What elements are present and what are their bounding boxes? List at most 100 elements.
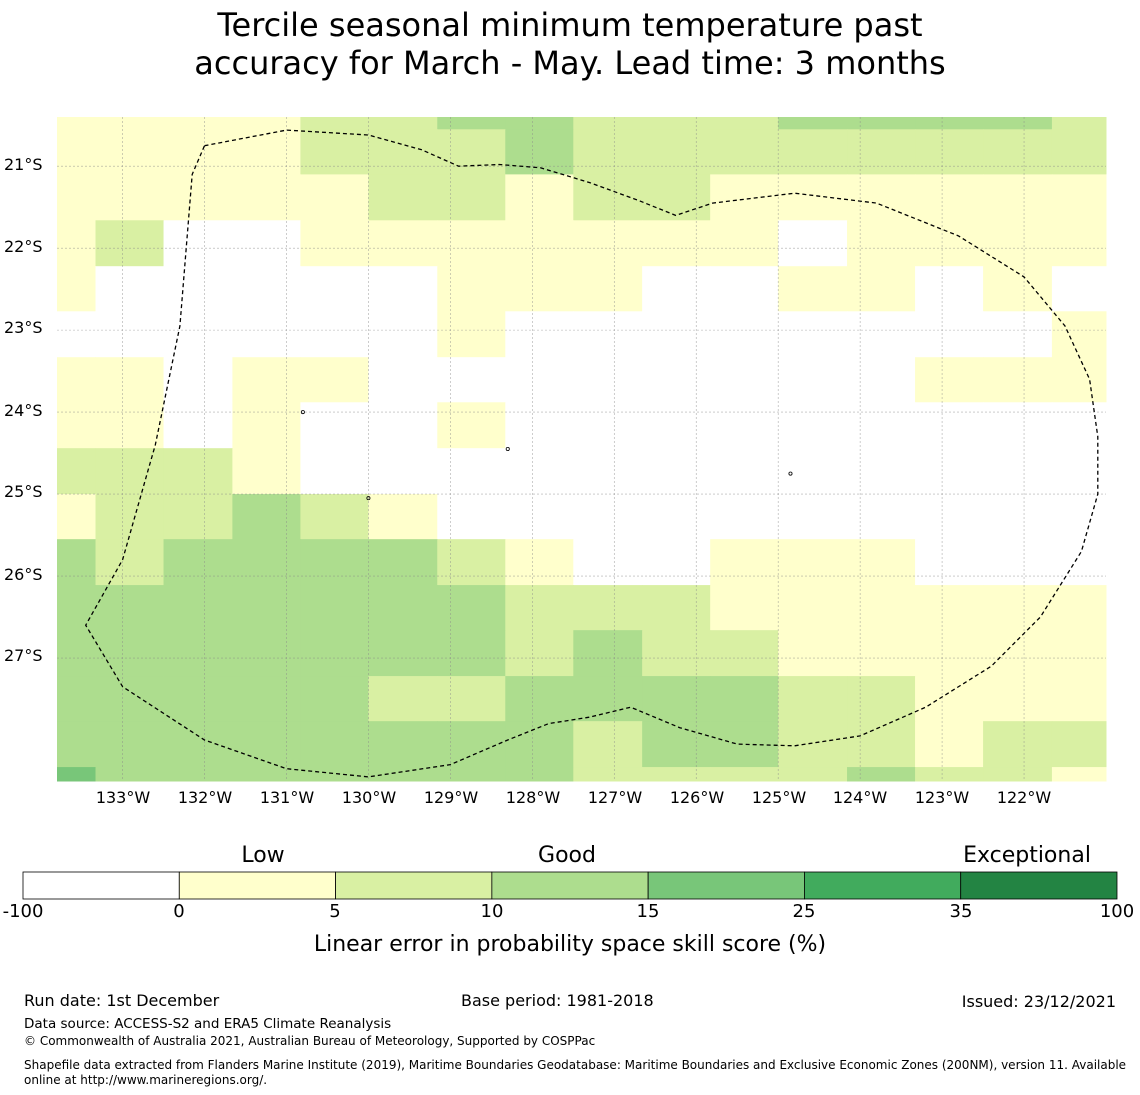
skill-cell — [915, 539, 984, 586]
skill-cell — [232, 448, 301, 495]
skill-cell — [368, 676, 438, 722]
skill-cell — [573, 539, 643, 586]
skill-cell — [232, 402, 301, 449]
skill-cell — [95, 539, 165, 586]
skill-cell — [642, 311, 711, 358]
run-date: Run date: 1st December — [24, 991, 220, 1010]
skill-cell — [300, 494, 369, 540]
title-line-2: accuracy for March - May. Lead time: 3 m… — [194, 44, 946, 82]
island-marker — [505, 446, 510, 451]
skill-cell — [232, 676, 301, 722]
colorbar-segment — [335, 871, 493, 900]
skill-cell — [368, 266, 438, 312]
skill-cell — [983, 585, 1053, 631]
skill-cell — [915, 448, 984, 495]
skill-grid — [57, 117, 1107, 782]
skill-cell — [163, 539, 233, 586]
skill-cell — [163, 220, 233, 267]
skill-cell — [710, 494, 779, 540]
skill-cell — [1051, 220, 1107, 267]
skill-cell — [847, 721, 916, 768]
skill-cell — [847, 630, 916, 677]
skill-cell — [505, 448, 574, 495]
skill-cell — [57, 676, 97, 722]
skill-cell — [915, 117, 984, 130]
skill-cell — [232, 311, 301, 358]
skill-cell — [300, 676, 369, 722]
issued-date: Issued: 23/12/2021 — [961, 992, 1116, 1011]
colorbar-segment — [178, 871, 336, 900]
skill-cell — [847, 402, 916, 449]
skill-cell — [642, 539, 711, 586]
skill-cell — [163, 129, 233, 175]
skill-cell — [1051, 676, 1107, 722]
skill-cell — [163, 630, 233, 677]
skill-cell — [915, 721, 984, 768]
colorbar-tick: 100 — [1099, 901, 1135, 922]
colorbar-tick: 35 — [949, 901, 973, 922]
skill-cell — [505, 676, 574, 722]
skill-cell — [232, 539, 301, 586]
skill-cell — [983, 767, 1053, 782]
island-markers — [300, 410, 793, 501]
skill-cell — [368, 630, 438, 677]
skill-cell — [710, 220, 779, 267]
skill-cell — [915, 311, 984, 358]
skill-cell — [57, 585, 97, 631]
skill-cell — [505, 494, 574, 540]
lat-label-22s: 22°S — [4, 237, 43, 256]
skill-cell — [437, 721, 506, 768]
skill-cell — [95, 721, 165, 768]
data-source: Data source: ACCESS-S2 and ERA5 Climate … — [24, 1016, 392, 1032]
skill-cell — [1051, 539, 1107, 586]
skill-cell — [847, 266, 916, 312]
skill-cell — [915, 129, 984, 175]
skill-cell — [573, 117, 643, 130]
skill-cell — [915, 266, 984, 312]
skill-cell — [573, 448, 643, 495]
skill-cell — [437, 117, 506, 130]
skill-cell — [1051, 585, 1107, 631]
skill-cell — [57, 767, 97, 782]
lon-label-122w: 122°W — [996, 788, 1052, 807]
skill-cell — [642, 129, 711, 175]
skill-cell — [642, 220, 711, 267]
skill-cell — [573, 767, 643, 782]
skill-cell — [983, 266, 1053, 312]
colorbar-tick: 15 — [636, 901, 660, 922]
skill-cell — [505, 539, 574, 586]
skill-cell — [847, 357, 916, 403]
skill-cell — [437, 676, 506, 722]
skill-cell — [847, 585, 916, 631]
skill-cell — [57, 402, 97, 449]
lon-label-125w: 125°W — [751, 788, 807, 807]
skill-cell — [95, 266, 165, 312]
skill-cell — [163, 767, 233, 782]
skill-cell — [505, 402, 574, 449]
skill-cell — [778, 585, 848, 631]
skill-cell — [710, 117, 779, 130]
skill-cell — [57, 311, 97, 358]
skill-cell — [710, 129, 779, 175]
skill-cell — [57, 174, 97, 221]
skill-cell — [368, 585, 438, 631]
skill-cell — [232, 357, 301, 403]
skill-cell — [915, 585, 984, 631]
skill-cell — [915, 676, 984, 722]
skill-cell — [232, 767, 301, 782]
skill-cell — [573, 721, 643, 768]
lon-label-131w: 131°W — [259, 788, 315, 807]
skill-cell — [95, 676, 165, 722]
lat-label-25s: 25°S — [4, 482, 43, 501]
skill-cell — [710, 676, 779, 722]
skill-cell — [368, 174, 438, 221]
lon-label-130w: 130°W — [341, 788, 397, 807]
skill-cell — [710, 539, 779, 586]
skill-cell — [642, 676, 711, 722]
skill-cell — [710, 266, 779, 312]
skill-cell — [983, 448, 1053, 495]
skill-cell — [710, 402, 779, 449]
lon-label-124w: 124°W — [832, 788, 888, 807]
skill-cell — [915, 630, 984, 677]
skill-cell — [95, 129, 165, 175]
